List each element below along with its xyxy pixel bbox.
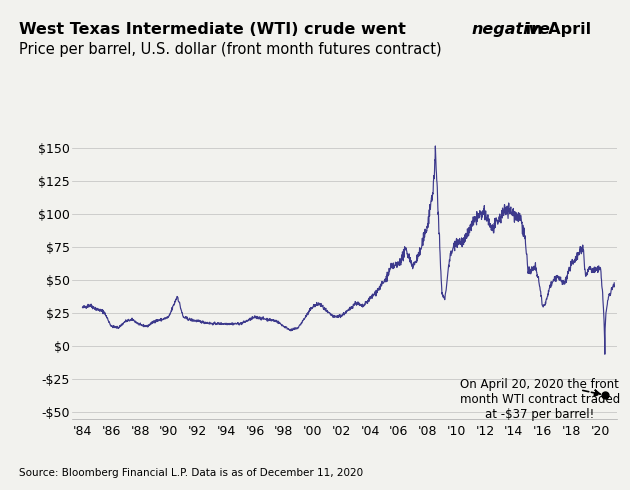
Text: West Texas Intermediate (WTI) crude went: West Texas Intermediate (WTI) crude went [19,22,411,37]
Text: negative: negative [471,22,550,37]
Text: in April: in April [520,22,591,37]
Text: Price per barrel, U.S. dollar (front month futures contract): Price per barrel, U.S. dollar (front mon… [19,42,442,57]
Text: Source: Bloomberg Financial L.P. Data is as of December 11, 2020: Source: Bloomberg Financial L.P. Data is… [19,468,363,478]
Text: On April 20, 2020 the front
month WTI contract traded
at -$37 per barrel!: On April 20, 2020 the front month WTI co… [460,378,620,421]
